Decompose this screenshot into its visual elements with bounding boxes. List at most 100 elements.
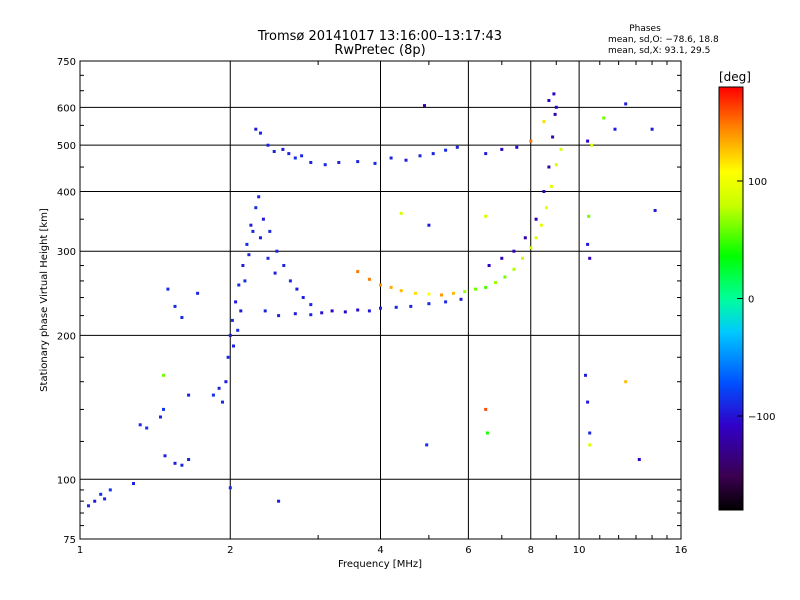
data-point <box>529 246 533 250</box>
data-point <box>512 267 516 271</box>
colorbar-label: [deg] <box>719 70 751 84</box>
data-point <box>474 287 477 291</box>
data-point <box>330 309 334 313</box>
data-point <box>108 488 112 492</box>
data-point <box>187 458 191 461</box>
data-point <box>301 296 305 299</box>
data-point <box>427 223 431 227</box>
data-point <box>547 165 551 169</box>
data-point <box>451 291 455 295</box>
y-axis: 75 100 200 300 400 500 600 750 <box>57 57 681 546</box>
data-point <box>266 256 270 260</box>
data-point <box>389 285 393 289</box>
data-point <box>245 242 249 246</box>
data-point <box>379 306 382 310</box>
data-point <box>455 145 459 149</box>
data-point <box>414 291 417 295</box>
chart-title: Tromsø 20141017 13:16:00–13:17:43 <box>257 29 502 44</box>
data-point <box>254 127 258 131</box>
data-point <box>162 373 165 377</box>
data-point <box>404 158 408 162</box>
data-point <box>552 92 556 96</box>
data-point <box>484 214 488 218</box>
data-point <box>542 120 546 124</box>
data-point <box>484 285 488 289</box>
y-tick-label: 300 <box>57 247 76 258</box>
data-point <box>485 431 489 435</box>
y-tick-label: 600 <box>57 103 76 114</box>
data-point <box>234 300 238 304</box>
data-point <box>247 253 251 257</box>
data-point <box>221 400 224 404</box>
y-tick-label: 100 <box>57 475 76 486</box>
data-point <box>180 463 184 467</box>
x-axis: 1 2 4 6 8 10 16 <box>77 61 687 556</box>
y-tick-label: 500 <box>57 141 76 152</box>
data-point <box>251 229 255 233</box>
data-point <box>549 184 553 188</box>
data-point <box>249 223 253 227</box>
data-point <box>444 300 448 304</box>
data-points <box>87 92 657 508</box>
y-axis-label: Stationary phase Virtual Height [km] <box>39 208 50 392</box>
data-point <box>173 461 177 465</box>
data-point <box>487 264 491 267</box>
data-point <box>588 443 592 447</box>
data-point <box>217 386 221 390</box>
y-tick-label: 75 <box>63 535 76 546</box>
data-point <box>272 150 276 153</box>
data-point <box>590 143 594 147</box>
data-point <box>259 131 262 135</box>
data-point <box>584 373 587 377</box>
data-point <box>356 160 360 164</box>
data-point <box>534 217 538 221</box>
data-point <box>268 229 272 233</box>
colorbar-ticks: −100 0 100 <box>737 177 775 423</box>
data-point <box>293 312 297 316</box>
data-point <box>588 431 592 435</box>
data-point <box>180 316 184 319</box>
data-point <box>554 105 558 109</box>
data-point <box>389 156 393 160</box>
data-point <box>163 454 167 458</box>
data-point <box>399 211 403 215</box>
data-point <box>425 443 429 447</box>
data-point <box>243 279 247 283</box>
data-point <box>236 328 240 332</box>
data-point <box>547 99 551 102</box>
data-point <box>166 287 170 291</box>
data-point <box>586 139 590 143</box>
data-point <box>586 400 590 404</box>
data-point <box>602 116 606 120</box>
data-point <box>553 112 557 116</box>
colorbar-tick-label: 100 <box>748 177 767 188</box>
data-point <box>356 270 360 274</box>
data-point <box>263 309 267 313</box>
data-point <box>343 310 347 314</box>
data-point <box>261 217 265 221</box>
colorbar-tick-label: −100 <box>748 412 775 423</box>
data-point <box>282 264 286 267</box>
data-point <box>650 127 654 131</box>
data-point <box>287 152 291 156</box>
data-point <box>554 163 558 167</box>
data-point <box>463 290 467 294</box>
data-point <box>239 309 243 313</box>
data-point <box>232 344 235 348</box>
data-point <box>93 499 97 503</box>
data-point <box>323 163 327 167</box>
data-point <box>427 292 431 296</box>
data-point <box>367 309 371 313</box>
data-point <box>529 139 533 143</box>
data-point <box>273 271 277 275</box>
data-point <box>409 304 413 308</box>
data-point <box>494 281 497 284</box>
y-tick-label: 750 <box>57 57 76 68</box>
data-point <box>586 242 590 246</box>
data-point <box>132 482 135 485</box>
x-tick-label: 4 <box>377 545 383 556</box>
data-point <box>281 147 285 151</box>
data-point <box>320 311 324 315</box>
data-point <box>257 195 261 199</box>
